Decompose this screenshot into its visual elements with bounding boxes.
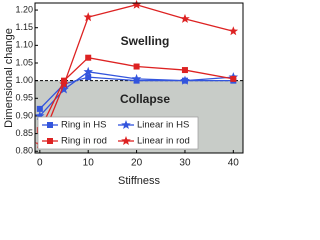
x-tick-label: 30 (179, 158, 191, 169)
y-tick-label: 0.90 (15, 110, 33, 120)
legend-box (37, 116, 199, 150)
marker (85, 54, 92, 61)
y-tick-label: 1.10 (15, 40, 33, 50)
y-tick-label: 0.95 (15, 93, 33, 103)
marker (85, 74, 92, 81)
marker (83, 66, 93, 76)
series-line (39, 57, 234, 131)
y-tick-label: 1.20 (15, 4, 33, 14)
y-tick-label: 1.00 (15, 75, 33, 85)
marker (59, 79, 69, 89)
marker (59, 84, 69, 94)
legend-marker (47, 138, 53, 144)
y-tick-label: 1.15 (15, 22, 33, 32)
legend-label: Ring in rod (61, 136, 107, 147)
legend-marker (47, 122, 53, 128)
marker (133, 63, 140, 70)
marker (35, 110, 45, 120)
marker (181, 67, 188, 74)
marker (230, 75, 237, 82)
marker (36, 105, 43, 112)
legend-label: Ring in HS (61, 120, 106, 131)
legend-label: Linear in HS (137, 120, 189, 131)
annotation: Collapse (120, 92, 170, 106)
marker (83, 12, 93, 22)
x-tick-label: 20 (131, 158, 143, 169)
marker (228, 26, 239, 36)
marker (180, 75, 190, 85)
chart: Dimensional change Stiffness Swelling Col… (3, 0, 244, 187)
legend-marker (121, 136, 131, 145)
marker (180, 13, 190, 23)
x-tick-label: 40 (228, 158, 240, 169)
marker (131, 73, 142, 83)
x-tick-label: 0 (37, 158, 43, 169)
marker (131, 0, 142, 9)
plot-frame (34, 2, 244, 154)
y-tick-label: 0.85 (15, 128, 33, 138)
y-tick-label: 0.80 (15, 146, 33, 156)
y-axis-title: Dimensional change (3, 28, 15, 128)
series-line (39, 4, 234, 145)
annotation: Swelling (121, 34, 170, 48)
legend-marker (121, 120, 131, 129)
legend-label: Linear in rod (137, 136, 190, 147)
x-axis-title: Stiffness (118, 175, 160, 187)
y-tick-label: 1.05 (15, 57, 33, 67)
x-tick-label: 10 (83, 158, 95, 169)
